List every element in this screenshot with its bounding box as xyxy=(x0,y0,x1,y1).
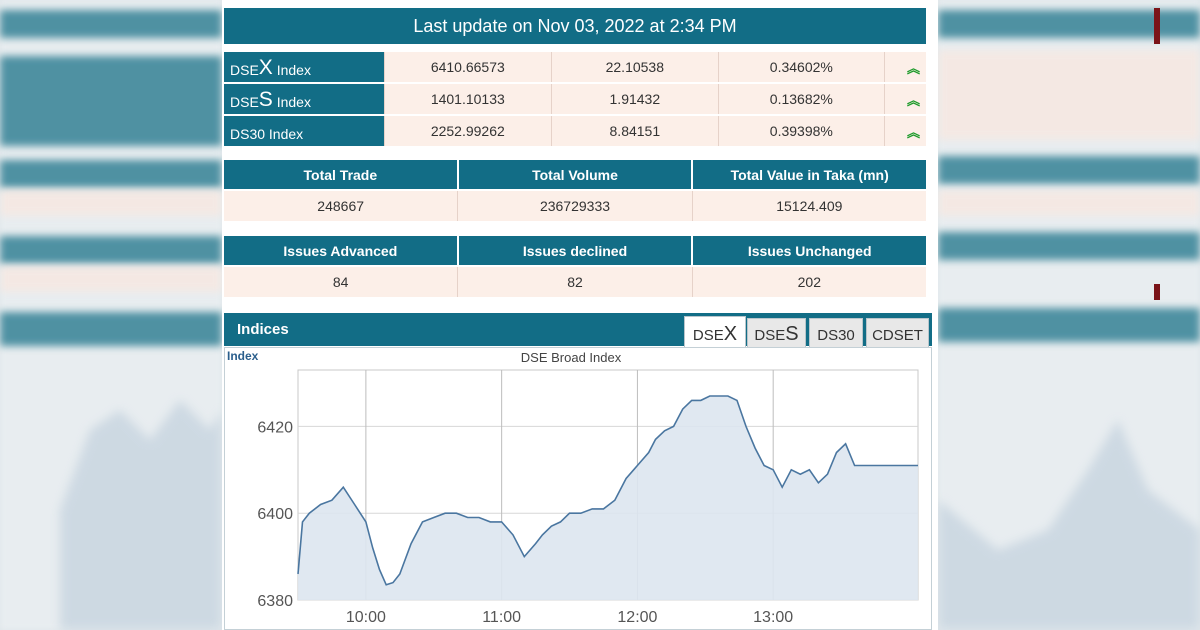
accent-strip-top xyxy=(1154,8,1160,44)
blurred-row xyxy=(0,266,222,292)
index-percent: 0.39398% xyxy=(717,116,885,146)
index-name-suffix: Index xyxy=(272,62,311,78)
index-name-suffix: Index xyxy=(272,94,311,110)
tab-label: DSE xyxy=(692,327,724,344)
index-percent: 0.13682% xyxy=(717,84,885,114)
tab-ds30[interactable]: DS30 xyxy=(809,318,863,350)
series-area xyxy=(298,396,918,600)
blurred-chart-left xyxy=(60,400,222,630)
indices-title: Indices xyxy=(237,321,289,338)
blurred-band xyxy=(0,312,222,346)
tab-dses[interactable]: DSE S xyxy=(747,318,806,350)
index-name[interactable]: DS30 Index xyxy=(224,116,384,146)
trade-stats-header: Total Trade Total Volume Total Value in … xyxy=(224,160,927,189)
blurred-band xyxy=(0,160,222,188)
index-name[interactable]: DSE S Index xyxy=(224,84,384,114)
issues-declined-header: Issues declined xyxy=(458,236,694,265)
index-change: 8.84151 xyxy=(551,116,718,146)
accent-strip-bottom xyxy=(1154,284,1160,300)
total-trade-value: 248667 xyxy=(224,191,459,221)
issue-stats-header: Issues Advanced Issues declined Issues U… xyxy=(224,236,927,265)
total-volume-value: 236729333 xyxy=(458,191,693,221)
issues-unchanged-header: Issues Unchanged xyxy=(693,236,927,265)
index-name-prefix: DS30 xyxy=(230,126,266,142)
y-tick-label: 6380 xyxy=(257,593,293,610)
blurred-band xyxy=(938,10,1200,38)
tab-cdset[interactable]: CDSET xyxy=(866,318,929,350)
index-name-prefix: DSE xyxy=(230,62,259,78)
tab-label-big-letter: S xyxy=(785,323,799,345)
blurred-band xyxy=(938,232,1200,260)
index-name-big-letter: X xyxy=(258,56,273,79)
y-tick-label: 6420 xyxy=(257,419,293,436)
index-value: 6410.66573 xyxy=(383,52,552,82)
total-trade-header: Total Trade xyxy=(224,160,459,189)
trend-up-icon: ︽ xyxy=(906,92,920,108)
last-update-text: Last update on Nov 03, 2022 at 2:34 PM xyxy=(413,15,737,36)
blurred-chart-right xyxy=(938,420,1200,630)
blurred-band xyxy=(0,10,222,38)
market-summary-card: Last update on Nov 03, 2022 at 2:34 PM D… xyxy=(222,0,1160,630)
issues-advanced-value: 84 xyxy=(224,267,459,297)
issue-stats-values: 84 82 202 xyxy=(224,267,926,297)
index-change: 22.10538 xyxy=(551,52,718,82)
tab-label-big-letter: X xyxy=(723,323,738,345)
blurred-band xyxy=(0,236,222,264)
blurred-row xyxy=(938,50,1200,140)
total-value-header: Total Value in Taka (mn) xyxy=(693,160,927,189)
tab-dsex[interactable]: DSE X xyxy=(684,316,746,350)
index-row[interactable]: DS30 Index 2252.99262 8.84151 0.39398% ︽ xyxy=(224,116,926,146)
tab-label: DSE xyxy=(754,327,786,344)
blurred-band xyxy=(0,56,222,146)
x-tick-label: 10:00 xyxy=(346,609,386,626)
trend-cell: ︽ xyxy=(884,116,926,146)
index-row[interactable]: DSE S Index 1401.10133 1.91432 0.13682% ︽ xyxy=(224,84,926,114)
y-axis-label: Index xyxy=(227,349,259,363)
trend-up-icon: ︽ xyxy=(906,60,920,76)
blurred-row xyxy=(0,190,222,216)
tab-label: DS30 xyxy=(817,327,855,344)
total-value-taka: 15124.409 xyxy=(692,191,926,221)
issues-advanced-header: Issues Advanced xyxy=(224,236,459,265)
issues-unchanged-value: 202 xyxy=(692,267,926,297)
series-line xyxy=(297,395,918,586)
index-name[interactable]: DSE X Index xyxy=(224,52,384,82)
issues-declined-value: 82 xyxy=(458,267,693,297)
trend-cell: ︽ xyxy=(884,52,926,82)
index-name-suffix: Index xyxy=(265,126,304,142)
trend-cell: ︽ xyxy=(884,84,926,114)
blurred-row xyxy=(938,190,1200,216)
index-row[interactable]: DSE X Index 6410.66573 22.10538 0.34602% ︽ xyxy=(224,52,926,82)
index-chart-svg: 6380 6400 6420 10:00 11:00 12:00 13:00 DSE Broa… xyxy=(227,349,919,626)
x-tick-label: 11:00 xyxy=(482,609,521,626)
index-value: 1401.10133 xyxy=(383,84,552,114)
y-tick-label: 6400 xyxy=(257,506,293,523)
last-update-bar: Last update on Nov 03, 2022 at 2:34 PM xyxy=(224,8,926,44)
index-value: 2252.99262 xyxy=(383,116,552,146)
trade-stats-values: 248667 236729333 15124.409 xyxy=(224,191,926,221)
index-percent: 0.34602% xyxy=(717,52,885,82)
index-name-big-letter: S xyxy=(258,88,273,111)
index-name-prefix: DSE xyxy=(230,94,259,110)
x-tick-label: 12:00 xyxy=(617,609,657,626)
chart-title: DSE Broad Index xyxy=(521,350,622,365)
total-volume-header: Total Volume xyxy=(458,160,694,189)
x-tick-label: 13:00 xyxy=(753,609,793,626)
tab-label: CDSET xyxy=(872,327,923,344)
index-chart: 6380 6400 6420 10:00 11:00 12:00 13:00 DSE Broa… xyxy=(224,347,932,630)
blurred-band xyxy=(938,308,1200,342)
index-change: 1.91432 xyxy=(551,84,718,114)
blurred-band xyxy=(938,156,1200,184)
trend-up-icon: ︽ xyxy=(906,124,920,140)
